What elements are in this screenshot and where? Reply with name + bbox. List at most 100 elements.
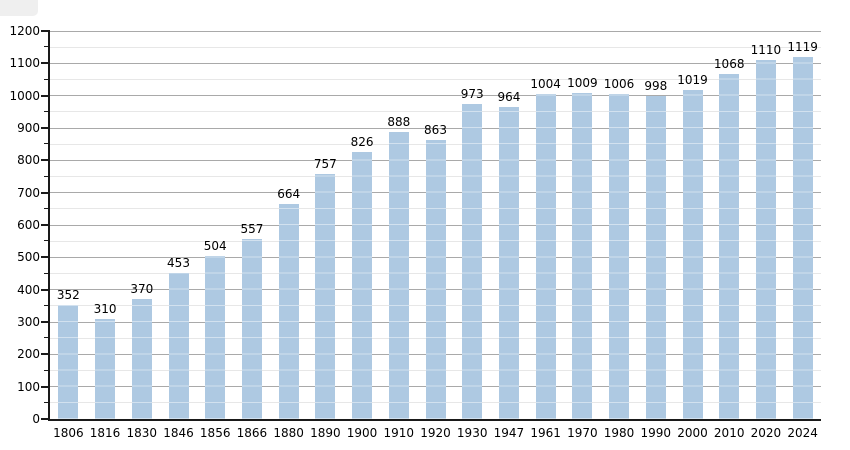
bar-1947 [498, 107, 519, 419]
minor-gridline [50, 46, 821, 48]
bar-value-label: 557 [240, 221, 264, 236]
x-tick-label: 1947 [493, 426, 525, 440]
bar-value-label: 504 [203, 239, 227, 254]
bar-value-label: 863 [424, 122, 447, 137]
y-major-tick-mark [41, 94, 48, 97]
bar-value-label: 1110 [750, 43, 782, 58]
x-tick-label: 1806 [53, 426, 84, 440]
bar-value-label: 1068 [713, 56, 745, 71]
y-minor-tick-mark [44, 110, 48, 112]
y-tick-label: 900 [17, 121, 40, 135]
x-tick-label: 1990 [640, 426, 672, 440]
x-tick-label: 1970 [567, 426, 598, 440]
y-major-tick-mark [41, 418, 48, 420]
bar-1806 [58, 305, 79, 419]
y-tick-label: 1200 [9, 24, 40, 38]
x-tick-label: 1890 [310, 426, 341, 440]
y-tick-label: 1000 [9, 88, 40, 103]
bar-2000 [682, 89, 703, 419]
bar-1980 [609, 93, 630, 419]
minor-gridline [50, 79, 821, 80]
minor-gridline [50, 111, 821, 113]
y-major-tick-mark [41, 288, 48, 291]
major-gridline [50, 95, 821, 97]
bar-value-label: 826 [350, 134, 374, 149]
x-tick-label: 1980 [603, 426, 635, 440]
bar-value-label: 888 [387, 114, 411, 129]
bar-value-label: 964 [497, 90, 521, 105]
y-tick-label: 100 [17, 379, 40, 394]
y-minor-tick-mark [44, 207, 48, 209]
y-tick-label: 200 [17, 347, 40, 362]
x-tick-label: 1846 [163, 426, 194, 440]
bar-1816 [95, 318, 116, 419]
bar-1866 [241, 238, 262, 419]
x-tick-label: 2000 [677, 426, 708, 440]
x-tick-label: 1930 [456, 426, 488, 440]
x-tick-label: 2020 [750, 426, 782, 440]
y-minor-tick-mark [44, 272, 48, 274]
x-tick-label: 1816 [89, 426, 121, 440]
bar-value-label: 1009 [567, 75, 598, 90]
x-tick-label: 1920 [420, 426, 451, 440]
y-tick-label: 800 [17, 153, 40, 168]
bar-2024 [792, 57, 813, 419]
bar-value-label: 1019 [677, 72, 708, 87]
y-tick-label: 1100 [9, 56, 40, 71]
y-minor-tick-mark [44, 401, 48, 403]
bar-value-label: 370 [130, 282, 154, 297]
bar-value-label: 453 [167, 255, 190, 270]
bar-1961 [535, 94, 556, 419]
x-tick-label: 2010 [713, 426, 745, 440]
y-tick-label: 300 [17, 315, 40, 329]
y-major-tick-mark [41, 30, 48, 33]
x-axis-line [48, 419, 821, 421]
bar-value-label: 973 [460, 87, 484, 102]
y-minor-tick-mark [44, 175, 48, 177]
x-tick-label: 1866 [236, 426, 268, 440]
x-tick-label: 1830 [126, 426, 158, 440]
bar-2010 [719, 73, 740, 419]
y-major-tick-mark [41, 224, 48, 226]
bar-1970 [572, 92, 593, 419]
y-tick-label: 0 [32, 412, 40, 426]
y-minor-tick-mark [44, 337, 48, 339]
bar-value-label: 310 [93, 301, 117, 316]
y-tick-label: 700 [17, 185, 40, 200]
x-tick-label: 1856 [199, 426, 231, 440]
y-major-tick-mark [41, 256, 48, 259]
y-major-tick-mark [41, 159, 48, 162]
y-major-tick-mark [41, 385, 48, 388]
x-tick-label: 1961 [530, 426, 561, 440]
bar-1830 [131, 299, 152, 419]
bar-1880 [278, 204, 299, 419]
x-tick-label: 2024 [787, 426, 818, 440]
bar-1990 [645, 96, 666, 419]
bar-1890 [315, 174, 336, 419]
y-minor-tick-mark [44, 46, 48, 48]
y-tick-label: 500 [17, 250, 40, 265]
x-tick-label: 1910 [383, 426, 415, 440]
bar-value-label: 352 [56, 288, 80, 303]
major-gridline [50, 127, 821, 129]
y-major-tick-mark [41, 62, 48, 65]
y-minor-tick-mark [44, 304, 48, 306]
y-tick-label: 600 [17, 218, 40, 232]
y-major-tick-mark [41, 353, 48, 356]
y-minor-tick-mark [44, 240, 48, 242]
bar-value-label: 998 [644, 79, 668, 94]
plot-area: 352 310 370 453 504 557 664 757 826 888 863 973 964 1… [9, 24, 821, 440]
bar-1856 [205, 256, 226, 419]
major-gridline [50, 62, 821, 64]
bar-value-label: 1004 [530, 77, 561, 92]
bar-2020 [755, 60, 776, 419]
bar-1930 [462, 104, 483, 419]
corner-artifact [0, 0, 38, 16]
bar-value-label: 1119 [787, 40, 818, 55]
y-minor-tick-mark [44, 143, 48, 145]
y-tick-label: 400 [17, 282, 40, 297]
x-tick-label: 1900 [346, 426, 378, 440]
y-major-tick-mark [41, 191, 48, 194]
y-minor-tick-mark [44, 78, 48, 80]
